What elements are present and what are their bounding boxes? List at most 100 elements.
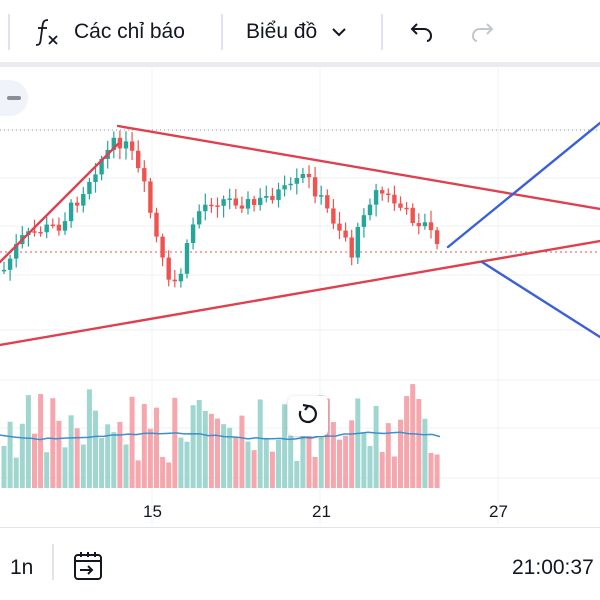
candle-body bbox=[154, 212, 159, 237]
volume-bar bbox=[355, 398, 361, 488]
clock-readout: 21:00:37 bbox=[512, 556, 594, 579]
volume-bar bbox=[324, 398, 330, 488]
candle-body bbox=[93, 174, 98, 182]
candle-body bbox=[434, 230, 440, 245]
toolbar-divider bbox=[8, 14, 10, 50]
date-range-icon[interactable] bbox=[72, 550, 106, 588]
candle-body bbox=[227, 198, 232, 200]
volume-bar bbox=[117, 421, 123, 488]
volume-bar bbox=[318, 395, 324, 488]
candle-body bbox=[239, 205, 245, 209]
candle-body bbox=[300, 174, 306, 178]
candle-body bbox=[50, 224, 55, 227]
volume-bar bbox=[428, 452, 434, 488]
candle-body bbox=[62, 221, 68, 231]
candle-body bbox=[325, 195, 330, 209]
candlesticks bbox=[1, 130, 440, 288]
candle-body bbox=[331, 208, 336, 224]
undo-button[interactable] bbox=[406, 12, 434, 52]
candle-body bbox=[172, 279, 177, 282]
candle-body bbox=[264, 196, 269, 198]
candle-body bbox=[184, 243, 190, 274]
volume-bar bbox=[361, 432, 367, 488]
top-toolbar: Các chỉ báo Biểu đồ bbox=[0, 0, 600, 64]
candle-body bbox=[276, 189, 281, 200]
volume-bar bbox=[367, 445, 373, 488]
candle-body bbox=[99, 158, 104, 175]
candle-body bbox=[343, 230, 348, 238]
volume-bar bbox=[294, 460, 300, 488]
candle-body bbox=[282, 185, 287, 190]
volume-bar bbox=[111, 432, 117, 488]
candle-body bbox=[312, 177, 318, 197]
candle-body bbox=[117, 137, 123, 149]
bottom-bar: 1n 21:00:37 bbox=[0, 527, 600, 600]
candle-body bbox=[7, 258, 13, 270]
reset-chart-button[interactable] bbox=[288, 396, 328, 436]
volume-bar bbox=[44, 452, 50, 488]
candle-body bbox=[166, 257, 171, 280]
volume-bar bbox=[373, 405, 379, 488]
volume-bar bbox=[141, 403, 147, 488]
toolbar-bottom-border bbox=[0, 62, 600, 67]
volume-bar bbox=[221, 424, 227, 488]
bottom-divider bbox=[52, 544, 54, 580]
candle-body bbox=[380, 190, 385, 194]
candle-body bbox=[160, 236, 165, 258]
chart-type-button[interactable]: Biểu đồ bbox=[246, 12, 347, 52]
undo-icon bbox=[406, 21, 434, 43]
candle-body bbox=[38, 231, 43, 234]
volume-bar bbox=[434, 454, 440, 488]
collapse-panel-button[interactable] bbox=[0, 80, 28, 116]
candle-body bbox=[129, 141, 135, 151]
candle-body bbox=[178, 273, 184, 282]
candle-body bbox=[111, 137, 116, 150]
candle-body bbox=[361, 215, 367, 227]
volume-bar bbox=[80, 444, 86, 488]
volume-bar bbox=[410, 384, 416, 488]
candle-body bbox=[294, 177, 299, 184]
interval-button[interactable]: 1n bbox=[10, 556, 34, 579]
time-tick: 27 bbox=[489, 502, 508, 521]
chart-area[interactable] bbox=[0, 67, 600, 525]
time-axis: 15 21 27 bbox=[0, 500, 600, 526]
volume-bar bbox=[166, 462, 172, 488]
volume-bar bbox=[147, 428, 153, 488]
redo-icon bbox=[470, 21, 498, 43]
volume-bars bbox=[0, 384, 441, 488]
candle-body bbox=[416, 223, 421, 227]
candle-body bbox=[258, 197, 263, 205]
chevron-down-icon bbox=[331, 27, 347, 37]
volume-bar bbox=[68, 415, 74, 488]
volume-bar bbox=[257, 399, 263, 488]
upper-triangle-line bbox=[116, 124, 600, 211]
volume-bar bbox=[398, 419, 403, 488]
volume-bar bbox=[178, 437, 184, 488]
volume-bar bbox=[263, 438, 269, 488]
volume-bar bbox=[208, 413, 214, 488]
volume-bar bbox=[86, 389, 92, 488]
volume-bar bbox=[62, 447, 68, 488]
candle-body bbox=[14, 244, 19, 259]
volume-bar bbox=[7, 421, 13, 488]
candle-body bbox=[209, 204, 214, 207]
volume-bar bbox=[74, 428, 80, 488]
function-icon bbox=[34, 17, 60, 47]
candle-body bbox=[142, 168, 147, 182]
volume-bar bbox=[25, 395, 31, 488]
toolbar-divider bbox=[381, 14, 383, 50]
volume-bar bbox=[135, 460, 141, 488]
volume-bar bbox=[300, 411, 306, 488]
drawing-lines bbox=[0, 121, 600, 347]
price-chart[interactable] bbox=[0, 67, 600, 525]
indicators-button[interactable]: Các chỉ báo bbox=[34, 12, 185, 52]
breakout-up-line bbox=[446, 121, 600, 249]
volume-bar bbox=[391, 456, 397, 488]
volume-bar bbox=[282, 404, 288, 488]
redo-button[interactable] bbox=[470, 12, 498, 52]
volume-bar bbox=[172, 397, 178, 488]
chart-type-label: Biểu đồ bbox=[246, 20, 318, 43]
candle-body bbox=[386, 193, 391, 196]
chart-grid bbox=[0, 67, 600, 525]
candle-body bbox=[75, 202, 80, 206]
